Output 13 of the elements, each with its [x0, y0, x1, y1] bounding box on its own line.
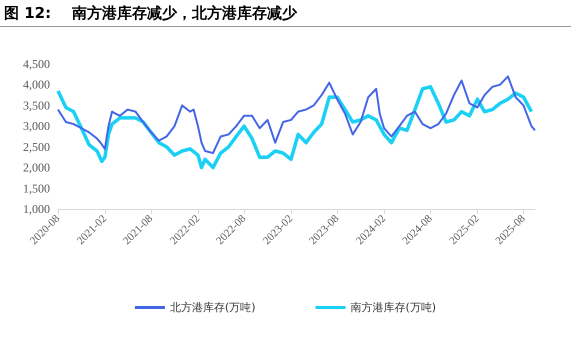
y-tick-label: 3,500	[23, 98, 50, 112]
y-tick-label: 2,000	[23, 160, 50, 175]
y-tick-label: 4,000	[23, 78, 50, 92]
y-tick-label: 1,000	[23, 202, 50, 216]
y-tick-label: 2,500	[23, 140, 50, 154]
legend-label: 南方港库存(万吨)	[350, 301, 436, 314]
y-tick-label: 4,500	[23, 57, 50, 71]
y-tick-label: 1,500	[23, 181, 50, 196]
chart-title: 图 12: 南方港库存减少，北方港库存减少	[4, 4, 297, 23]
legend-label: 北方港库存(万吨)	[170, 301, 256, 314]
line-series	[57, 75, 536, 154]
y-tick-label: 3,000	[23, 119, 50, 134]
line-series	[56, 85, 534, 170]
